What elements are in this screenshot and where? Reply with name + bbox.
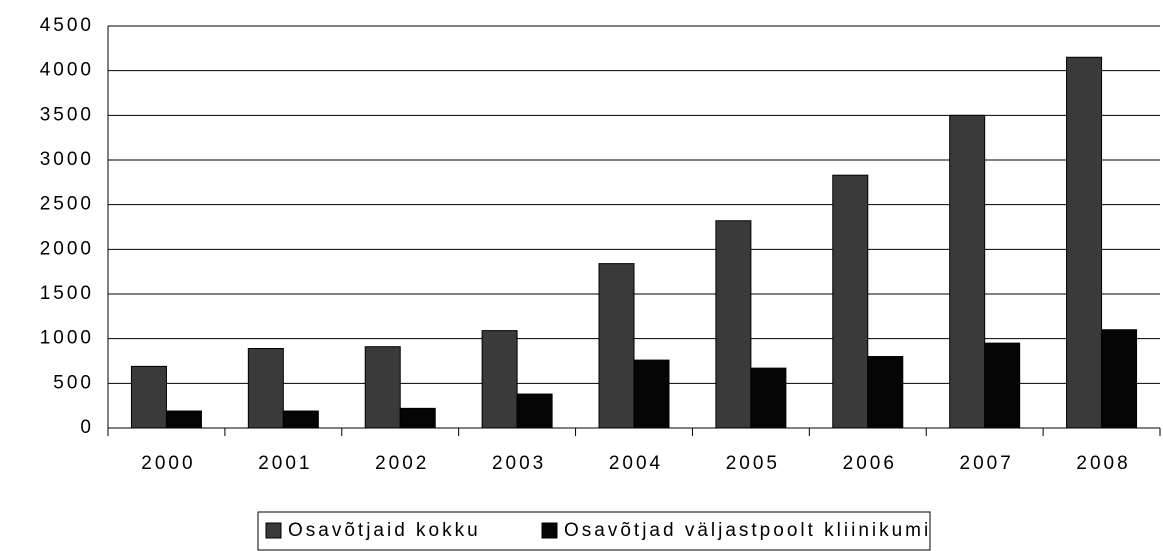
bar: [715, 220, 752, 429]
bar: [867, 356, 904, 429]
y-tick-label: 4500: [40, 15, 94, 36]
bar: [364, 346, 401, 429]
legend-swatch: [265, 522, 282, 539]
legend-label: Osavõtjad väljastpoolt kliinikumi: [564, 520, 931, 541]
y-tick-label: 1000: [40, 328, 94, 349]
bar: [1066, 56, 1103, 429]
bar: [481, 330, 518, 429]
x-tick-label: 2006: [843, 453, 897, 474]
x-tick-label: 2007: [960, 453, 1014, 474]
bar: [598, 263, 635, 429]
y-tick-label: 3500: [40, 104, 94, 125]
x-tick-label: 2002: [375, 453, 429, 474]
bar: [165, 410, 202, 429]
bar: [832, 174, 869, 429]
legend-swatch: [541, 522, 558, 539]
y-tick-label: 1500: [40, 283, 94, 304]
x-tick-label: 2000: [141, 453, 195, 474]
bar: [516, 393, 553, 429]
x-tick-label: 2008: [1076, 453, 1130, 474]
x-tick-label: 2003: [492, 453, 546, 474]
y-tick-label: 4000: [40, 60, 94, 81]
bar: [399, 407, 436, 429]
bar: [1101, 329, 1138, 429]
x-tick-label: 2004: [609, 453, 663, 474]
bar: [247, 347, 284, 429]
x-tick-label: 2001: [258, 453, 312, 474]
legend-box: [257, 511, 931, 551]
bar: [949, 114, 986, 429]
y-tick-label: 3000: [40, 149, 94, 170]
bar: [984, 342, 1021, 429]
bar: [633, 359, 670, 429]
bar: [750, 367, 787, 429]
x-tick-label: 2005: [726, 453, 780, 474]
y-tick-label: 2000: [40, 238, 94, 259]
bar: [282, 410, 319, 429]
legend-label: Osavõtjaid kokku: [288, 520, 481, 541]
y-tick-label: 500: [53, 372, 94, 393]
y-tick-label: 2500: [40, 194, 94, 215]
y-tick-label: 0: [80, 417, 94, 438]
bar: [130, 365, 167, 429]
